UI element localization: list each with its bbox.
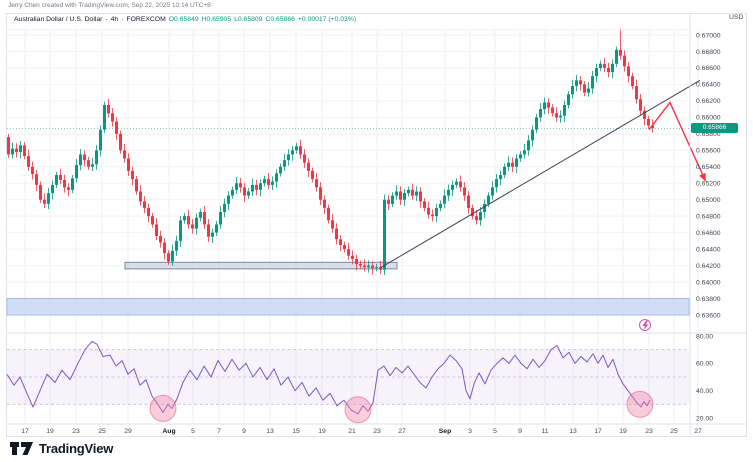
price-tick-label: 0.67000	[696, 32, 721, 39]
time-tick-label: 21	[348, 428, 356, 435]
change-value: +0.00017 (+0.03%)	[297, 16, 357, 23]
price-tick-label: 0.66800	[696, 49, 721, 56]
last-price-badge: 0.65866	[691, 123, 738, 133]
rsi-tick-label: 80.00	[696, 333, 713, 340]
rsi-tick-label: 20.00	[696, 415, 713, 422]
horizontal-band-drawing[interactable]	[6, 298, 690, 316]
rsi-tick-label: 40.00	[696, 388, 713, 395]
oversold-highlight-circle[interactable]	[344, 396, 372, 424]
price-tick-label: 0.65000	[696, 197, 721, 204]
grid-lines	[7, 30, 699, 424]
price-tick-label: 0.65800	[696, 131, 721, 138]
time-tick-label: 5	[493, 428, 497, 435]
oversold-highlight-circle[interactable]	[626, 390, 654, 418]
rsi-line	[6, 340, 651, 415]
price-tick-label: 0.63600	[696, 312, 721, 319]
symbol-title[interactable]: Australian Dollar / U.S. Dollar	[14, 16, 103, 23]
legend-separator: ·	[105, 16, 108, 23]
time-tick-label: 11	[541, 428, 548, 435]
rsi-axis[interactable]: 80.00 60.00 40.00 20.00	[696, 333, 713, 422]
price-tick-label: 0.64800	[696, 213, 721, 220]
price-tick-label: 0.66000	[696, 115, 721, 122]
time-tick-label: 27	[398, 428, 406, 435]
time-tick-label: 9	[242, 428, 246, 435]
price-tick-label: 0.66400	[696, 82, 721, 89]
price-axis[interactable]: 0.67000 0.66800 0.66600 0.66400 0.66200 0.660…	[696, 32, 721, 319]
time-tick-label: 27	[694, 428, 702, 435]
tradingview-logo-icon	[10, 442, 33, 455]
time-tick-label: Sep	[439, 428, 451, 435]
timeframe-label[interactable]: 4h	[110, 16, 119, 23]
time-tick-label: 15	[292, 428, 300, 435]
price-tick-label: 0.64000	[696, 279, 721, 286]
time-tick-label: 29	[124, 428, 132, 435]
tradingview-logo-text: TradingView	[39, 441, 114, 456]
credit-line: Jerry Chen created with TradingView.com,…	[8, 2, 211, 9]
time-tick-label: 17	[594, 428, 602, 435]
support-zone-drawing[interactable]	[124, 261, 398, 270]
tradingview-logo[interactable]: TradingView	[10, 441, 113, 456]
time-tick-label: 23	[645, 428, 653, 435]
time-tick-label: 3	[468, 428, 472, 435]
time-tick-label: 9	[518, 428, 522, 435]
price-tick-label: 0.65200	[696, 181, 721, 188]
time-tick-label: 23	[373, 428, 381, 435]
time-tick-label: 23	[72, 428, 80, 435]
rsi-tick-label: 60.00	[696, 361, 713, 368]
price-tick-label: 0.64400	[696, 246, 721, 253]
time-tick-label: 25	[670, 428, 678, 435]
pane-separators	[6, 13, 747, 437]
time-axis[interactable]: 17 19 23 25 29 Aug 5 7 9 13 15 19 21 23 27 Sep 3 5 9 11 13 17…	[21, 428, 702, 435]
open-value: O0.65849	[168, 16, 199, 23]
time-tick-label: Aug	[162, 428, 175, 435]
price-tick-label: 0.66200	[696, 98, 721, 105]
price-tick-label: 0.65400	[696, 164, 721, 171]
time-tick-label: 13	[569, 428, 577, 435]
time-tick-label: 13	[266, 428, 274, 435]
rsi-pane[interactable]	[6, 340, 689, 424]
time-tick-label: 17	[21, 428, 29, 435]
low-value: L0.65809	[234, 16, 263, 23]
exchange-label[interactable]: FOREXCOM	[126, 16, 166, 23]
quote-currency-label: USD	[729, 14, 744, 21]
projection-arrow-drawing[interactable]	[648, 101, 706, 182]
oversold-highlight-circle[interactable]	[149, 394, 177, 422]
price-tick-label: 0.64200	[696, 263, 721, 270]
time-tick-label: 19	[318, 428, 326, 435]
legend-separator: ·	[121, 16, 124, 23]
close-value: C0.65866	[265, 16, 295, 23]
price-tick-label: 0.65600	[696, 148, 721, 155]
candles-layer[interactable]	[7, 28, 654, 275]
time-tick-label: 19	[46, 428, 54, 435]
price-tick-label: 0.66600	[696, 65, 721, 72]
time-tick-label: 5	[191, 428, 195, 435]
high-value: H0.65905	[201, 16, 232, 23]
time-tick-label: 7	[217, 428, 221, 435]
price-tick-label: 0.63800	[696, 296, 721, 303]
time-tick-label: 25	[98, 428, 106, 435]
lightning-sticker-icon[interactable]	[639, 319, 651, 331]
price-tick-label: 0.64600	[696, 230, 721, 237]
symbol-legend[interactable]: Australian Dollar / U.S. Dollar · 4h · FOREX…	[14, 16, 359, 23]
trendline-drawing[interactable]	[379, 79, 701, 269]
time-tick-label: 19	[619, 428, 627, 435]
